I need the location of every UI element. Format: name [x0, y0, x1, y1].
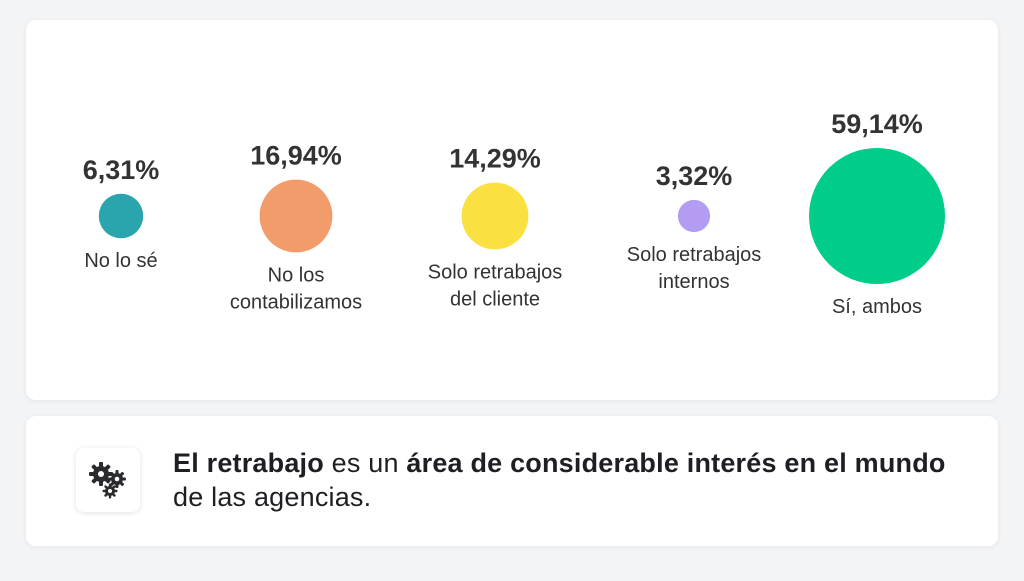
- category-label-line: internos: [658, 271, 729, 293]
- bubble-3: [461, 182, 529, 250]
- message-text: de las agencias.: [173, 482, 372, 512]
- bubble-1: [98, 193, 144, 239]
- value-label-2: 16,94%: [250, 141, 342, 171]
- category-label-5: Sí, ambos: [832, 296, 922, 318]
- bubble-2: [259, 179, 333, 253]
- category-label-1: No lo sé: [84, 250, 157, 272]
- category-label-3: Solo retrabajos del cliente: [428, 261, 563, 310]
- category-label-line: No lo sé: [84, 250, 157, 272]
- bubble-5: [809, 148, 945, 284]
- info-card: El retrabajo es un área de considerable …: [26, 416, 998, 546]
- bubble-4: [677, 199, 711, 233]
- value-label-1: 6,31%: [83, 155, 160, 185]
- message-text: es un: [323, 448, 407, 478]
- message-bold-text: área de considerable interés en el mundo: [406, 448, 946, 478]
- category-label-4: Solo retrabajos internos: [627, 244, 762, 293]
- value-label-5: 59,14%: [831, 109, 923, 139]
- message-bold-text: El retrabajo: [173, 448, 324, 478]
- category-label-line: contabilizamos: [230, 291, 362, 313]
- icon-box: [76, 448, 140, 512]
- chart-card: 6,31% No lo sé 16,94% No los contabilizamos 1…: [26, 20, 998, 400]
- category-label-line: Solo retrabajos: [428, 261, 563, 283]
- category-label-line: del cliente: [450, 288, 540, 310]
- category-label-2: No los contabilizamos: [230, 264, 362, 313]
- category-label-line: Sí, ambos: [832, 296, 922, 318]
- info-message: El retrabajo es un área de considerable …: [173, 446, 963, 514]
- category-label-line: No los: [268, 264, 325, 286]
- value-label-4: 3,32%: [656, 161, 733, 191]
- category-label-line: Solo retrabajos: [627, 244, 762, 266]
- bubble-chart: 6,31% No lo sé 16,94% No los contabilizamos 1…: [83, 109, 945, 318]
- value-label-3: 14,29%: [449, 144, 541, 174]
- gears-icon: [89, 462, 126, 499]
